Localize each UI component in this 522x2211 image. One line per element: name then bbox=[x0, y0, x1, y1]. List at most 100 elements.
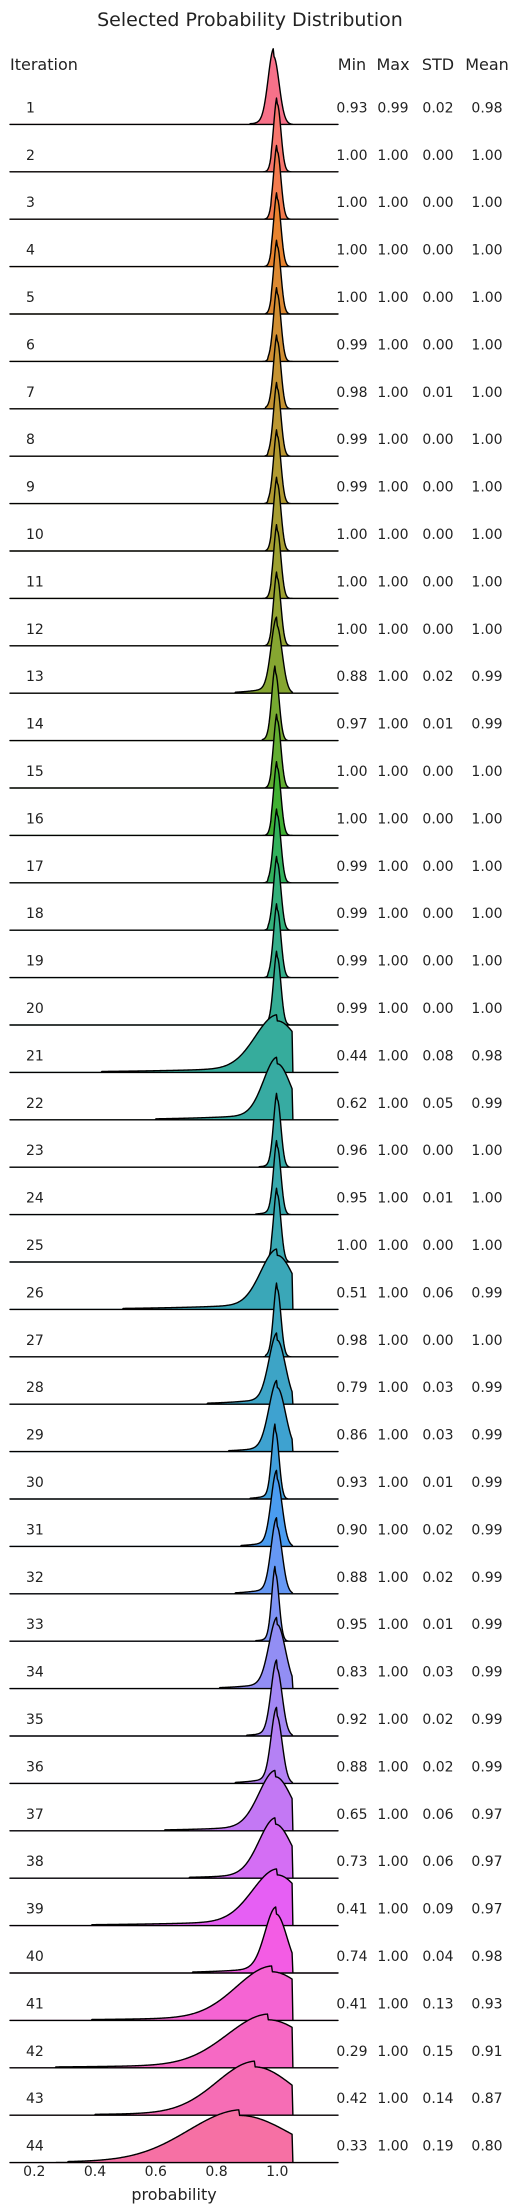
stat-header-mean: Mean bbox=[465, 55, 509, 74]
stat-mean: 0.99 bbox=[471, 1617, 502, 1633]
ridge-row: 42 0.29 1.00 0.15 0.91 bbox=[9, 2013, 503, 2069]
stat-mean: 1.00 bbox=[471, 1191, 502, 1207]
stat-std: 0.13 bbox=[422, 1996, 453, 2012]
stat-min: 0.79 bbox=[336, 1380, 367, 1396]
ridge-row: 27 0.98 1.00 0.00 1.00 bbox=[9, 1282, 503, 1358]
stat-std: 0.05 bbox=[422, 1096, 453, 1112]
stat-mean: 0.97 bbox=[471, 1854, 502, 1870]
stat-max: 1.00 bbox=[377, 859, 408, 875]
ridge-density bbox=[9, 950, 339, 1026]
ridge-row: 3 1.00 1.00 0.00 1.00 bbox=[9, 144, 503, 220]
stat-min: 0.99 bbox=[336, 906, 367, 922]
stat-mean: 1.00 bbox=[471, 290, 502, 306]
row-label: 30 bbox=[26, 1475, 44, 1491]
row-label: 6 bbox=[26, 337, 35, 353]
stat-max: 1.00 bbox=[377, 148, 408, 164]
row-label: 10 bbox=[26, 527, 44, 543]
ridge-row: 4 1.00 1.00 0.00 1.00 bbox=[9, 192, 503, 268]
ridge-row: 24 0.95 1.00 0.01 1.00 bbox=[9, 1139, 503, 1216]
stat-std: 0.03 bbox=[422, 1380, 453, 1396]
stat-max: 0.99 bbox=[377, 100, 408, 116]
stat-std: 0.00 bbox=[422, 337, 453, 353]
stat-min: 0.41 bbox=[336, 1996, 367, 2012]
ridge-rows: 1 0.93 0.99 0.02 0.982 1.00 1.00 0.00 1.003 1.00 1… bbox=[9, 48, 503, 2164]
stat-max: 1.00 bbox=[377, 195, 408, 211]
stat-min: 1.00 bbox=[336, 764, 367, 780]
stat-min: 0.29 bbox=[336, 2044, 367, 2060]
ridge-density bbox=[9, 192, 339, 268]
row-label: 4 bbox=[26, 243, 35, 259]
ridge-row: 26 0.51 1.00 0.06 0.99 bbox=[9, 1248, 503, 1311]
row-label: 3 bbox=[26, 195, 35, 211]
stat-std: 0.06 bbox=[422, 1854, 453, 1870]
stat-max: 1.00 bbox=[377, 337, 408, 353]
stat-max: 1.00 bbox=[377, 1001, 408, 1017]
stat-mean: 1.00 bbox=[471, 1238, 502, 1254]
stat-min: 0.73 bbox=[336, 1854, 367, 1870]
stat-std: 0.00 bbox=[422, 432, 453, 448]
ridge-row: 38 0.73 1.00 0.06 0.97 bbox=[9, 1817, 503, 1879]
ridge-row: 31 0.90 1.00 0.02 0.99 bbox=[9, 1469, 503, 1548]
row-label: 8 bbox=[26, 432, 35, 448]
stat-mean: 0.93 bbox=[471, 1996, 502, 2012]
stat-std: 0.09 bbox=[422, 1902, 453, 1918]
stat-std: 0.08 bbox=[422, 1048, 453, 1064]
row-label: 33 bbox=[26, 1617, 44, 1633]
x-tick-label: 0.8 bbox=[205, 2164, 227, 2180]
ridge-density bbox=[9, 1469, 339, 1548]
ridge-row: 18 0.99 1.00 0.00 1.00 bbox=[9, 855, 503, 931]
stat-max: 1.00 bbox=[377, 1617, 408, 1633]
stat-min: 0.99 bbox=[336, 954, 367, 970]
x-tick-label: 1.0 bbox=[266, 2164, 288, 2180]
stat-max: 1.00 bbox=[377, 1570, 408, 1586]
stat-std: 0.00 bbox=[422, 811, 453, 827]
stat-min: 0.96 bbox=[336, 1143, 367, 1159]
stat-std: 0.00 bbox=[422, 1333, 453, 1349]
stat-max: 1.00 bbox=[377, 290, 408, 306]
row-label: 22 bbox=[26, 1096, 44, 1112]
stat-max: 1.00 bbox=[377, 1996, 408, 2012]
stat-mean: 1.00 bbox=[471, 432, 502, 448]
stat-max: 1.00 bbox=[377, 2044, 408, 2060]
stat-mean: 0.99 bbox=[471, 1712, 502, 1728]
stat-mean: 0.97 bbox=[471, 1807, 502, 1823]
ridge-density bbox=[9, 523, 339, 600]
stat-mean: 1.00 bbox=[471, 243, 502, 259]
stat-mean: 0.87 bbox=[471, 2091, 502, 2107]
ridge-density bbox=[9, 1906, 339, 1974]
stat-min: 0.88 bbox=[336, 1570, 367, 1586]
stat-min: 0.83 bbox=[336, 1665, 367, 1681]
row-label: 36 bbox=[26, 1759, 44, 1775]
ridge-density bbox=[9, 1706, 339, 1785]
stat-std: 0.01 bbox=[422, 717, 453, 733]
stat-std: 0.00 bbox=[422, 764, 453, 780]
stat-min: 0.65 bbox=[336, 1807, 367, 1823]
stat-min: 0.99 bbox=[336, 432, 367, 448]
row-label: 23 bbox=[26, 1143, 44, 1159]
ridge-density bbox=[9, 2109, 339, 2164]
stat-max: 1.00 bbox=[377, 1475, 408, 1491]
stat-max: 1.00 bbox=[377, 954, 408, 970]
stat-mean: 0.99 bbox=[471, 1096, 502, 1112]
row-label: 44 bbox=[26, 2139, 44, 2155]
stat-max: 1.00 bbox=[377, 1191, 408, 1207]
row-label: 24 bbox=[26, 1191, 44, 1207]
stat-std: 0.02 bbox=[422, 1712, 453, 1728]
ridge-row: 2 1.00 1.00 0.00 1.00 bbox=[9, 97, 503, 173]
stat-mean: 1.00 bbox=[471, 1143, 502, 1159]
stat-std: 0.06 bbox=[422, 1285, 453, 1301]
row-label: 7 bbox=[26, 385, 35, 401]
stat-mean: 0.98 bbox=[471, 100, 502, 116]
stat-mean: 0.91 bbox=[471, 2044, 502, 2060]
ridge-row: 32 0.88 1.00 0.02 0.99 bbox=[9, 1517, 503, 1595]
stat-std: 0.00 bbox=[422, 1001, 453, 1017]
stat-mean: 1.00 bbox=[471, 148, 502, 164]
ridge-row: 6 0.99 1.00 0.00 1.00 bbox=[9, 286, 503, 363]
stat-max: 1.00 bbox=[377, 1096, 408, 1112]
ridge-density bbox=[9, 2060, 339, 2116]
stat-max: 1.00 bbox=[377, 1665, 408, 1681]
ridge-density bbox=[9, 1565, 339, 1642]
stat-mean: 0.98 bbox=[471, 1048, 502, 1064]
stat-min: 0.99 bbox=[336, 337, 367, 353]
ridge-row: 23 0.96 1.00 0.00 1.00 bbox=[9, 1092, 503, 1168]
